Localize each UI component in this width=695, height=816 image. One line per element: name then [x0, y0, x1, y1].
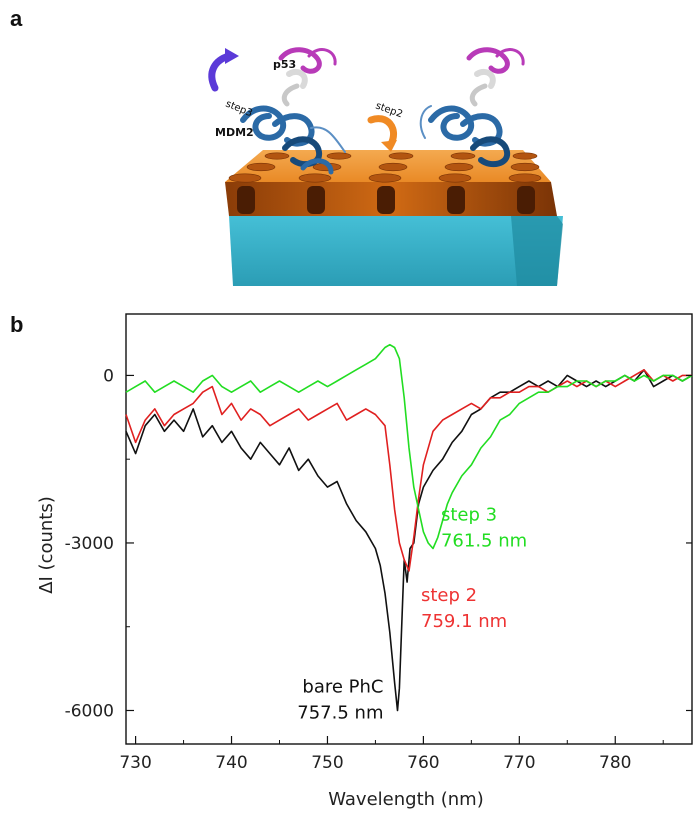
x-tick-label: 750 [311, 753, 343, 773]
series-line-bare-phc [125, 369, 693, 712]
biosensor-schematic: p53 MDM2 step2 step3 [208, 47, 563, 286]
annotation-label: bare PhC [302, 676, 383, 697]
annotation-value: 759.1 nm [421, 611, 507, 632]
annotation-label: step 3 [441, 505, 497, 526]
mdm2-protein-right [419, 105, 511, 168]
annotation-value: 757.5 nm [297, 702, 383, 723]
y-tick-label: 0 [103, 366, 114, 386]
mdm2-label: MDM2 [215, 126, 254, 139]
spectral-shift-chart: 730 740 750 760 770 780 0 -3000 -6000 step 3 761.… [36, 313, 693, 810]
x-tick-label: 740 [215, 753, 247, 773]
step3-arrowhead-icon [225, 48, 239, 64]
y-tick-label: -3000 [65, 534, 114, 554]
panel-label-a: a [10, 6, 23, 31]
step2-arrowhead-icon [381, 140, 397, 152]
photonic-crystal-slab [225, 150, 557, 216]
annotation-label: step 2 [421, 585, 477, 606]
x-tick-label: 770 [503, 753, 535, 773]
p53-label: p53 [273, 58, 296, 71]
y-tick-label: -6000 [65, 701, 114, 721]
substrate [229, 216, 563, 286]
step3-label: step3 [224, 99, 254, 120]
y-axis-label: ΔI (counts) [36, 496, 57, 594]
series-line-step-2 [125, 369, 692, 572]
x-axis-label: Wavelength (nm) [328, 789, 484, 810]
panel-label-b: b [10, 312, 24, 337]
p53-peptide-right [466, 47, 525, 107]
x-tick-label: 730 [119, 753, 151, 773]
step2-arrow-icon [367, 115, 397, 148]
x-tick-label: 760 [407, 753, 439, 773]
annotation-value: 761.5 nm [441, 531, 527, 552]
mdm2-protein-left [240, 105, 346, 175]
plot-frame [125, 313, 693, 745]
p53-peptide-left [278, 47, 337, 107]
series-line-step-3 [125, 343, 693, 550]
x-tick-label: 780 [599, 753, 631, 773]
